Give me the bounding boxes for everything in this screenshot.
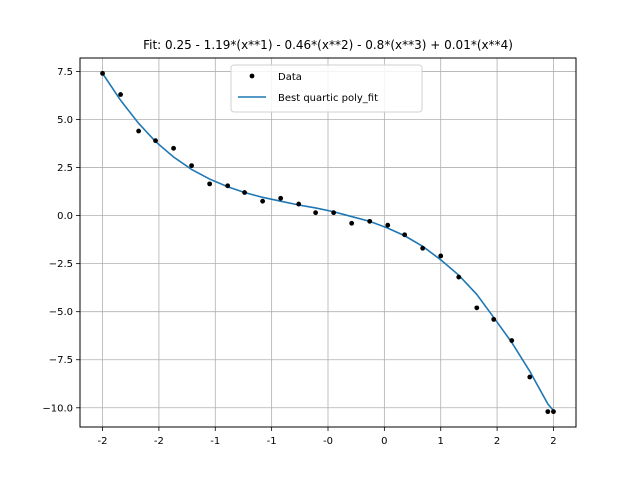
data-point	[491, 316, 497, 322]
grid	[80, 58, 576, 427]
data-point	[474, 305, 480, 311]
x-tick-label: 1	[438, 436, 444, 447]
data-point	[225, 183, 231, 189]
x-tick-label: -1	[267, 436, 277, 447]
data-point	[313, 210, 318, 216]
x-tick-label: 2	[550, 436, 556, 447]
data-point	[551, 409, 556, 415]
y-tick-label: 5.0	[57, 115, 73, 126]
legend-box	[230, 64, 423, 113]
legend: Data Best quartic poly_fit	[230, 64, 423, 113]
legend-label-data: Data	[278, 72, 302, 83]
data-point	[385, 222, 391, 228]
data-point	[402, 232, 408, 238]
data-point	[278, 195, 284, 201]
y-tick-label: −2.5	[49, 259, 73, 270]
y-tick-label: −10.0	[42, 403, 73, 414]
data-point	[438, 253, 444, 259]
data-point	[509, 338, 515, 343]
data-point	[527, 374, 533, 380]
data-point	[207, 181, 213, 187]
data-point	[260, 198, 266, 204]
x-tick-label: -2	[154, 436, 164, 447]
y-tick-label: 7.5	[57, 67, 73, 78]
x-tick-label: 2	[494, 436, 500, 447]
y-tick-label: −5.0	[49, 307, 73, 318]
data-point	[420, 245, 426, 251]
data-point	[136, 128, 142, 134]
x-tick-label: -0	[323, 436, 333, 447]
y-tick-label: 0.0	[57, 211, 73, 222]
data-point	[296, 201, 302, 207]
data-point	[349, 220, 355, 226]
y-axis: 7.5 5.0 2.5 0.0 −2.5 −5.0 −7.5 −10.0	[42, 67, 80, 414]
plot-area	[100, 70, 556, 415]
data-point	[153, 138, 158, 144]
y-tick-label: −7.5	[49, 355, 73, 366]
data-point	[171, 145, 176, 151]
plot-frame	[79, 57, 577, 428]
x-tick-label: 0	[381, 436, 387, 447]
data-point	[367, 218, 373, 224]
data-point	[456, 274, 462, 280]
data-point	[331, 210, 337, 216]
data-point	[189, 163, 195, 169]
chart-title: Fit: 0.25 - 1.19*(x**1) - 0.46*(x**2) - …	[143, 38, 513, 52]
y-tick-label: 2.5	[57, 163, 73, 174]
data-point	[100, 70, 105, 76]
x-axis: -2 -2 -1 -1 -0 0 1 2 2	[98, 427, 557, 447]
x-tick-label: -2	[98, 436, 108, 447]
data-point	[242, 190, 247, 195]
legend-label-fit: Best quartic poly_fit	[278, 93, 378, 104]
data-point	[545, 409, 551, 415]
x-tick-label: -1	[210, 436, 220, 447]
data-point	[118, 92, 123, 97]
legend-data-marker	[249, 73, 255, 79]
